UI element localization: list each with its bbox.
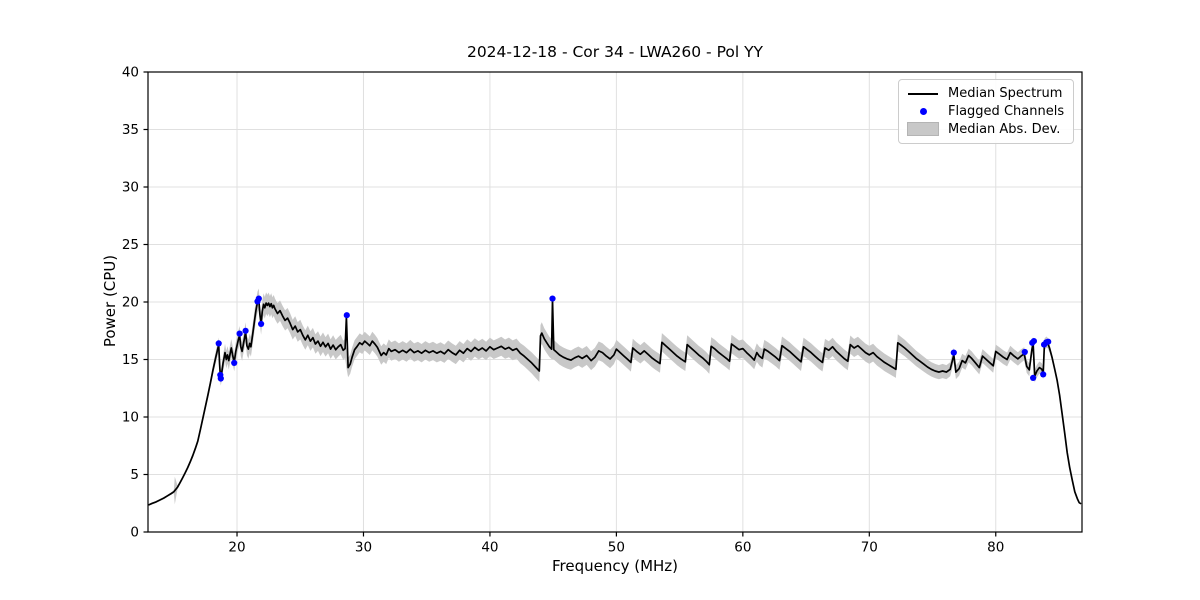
y-tick-label: 5: [130, 467, 139, 483]
y-tick-label: 20: [122, 295, 139, 311]
y-tick-label: 0: [130, 525, 139, 541]
x-axis-label: Frequency (MHz): [551, 557, 679, 575]
flagged-channels-swatch-box: [907, 108, 939, 115]
y-tick-label: 15: [122, 352, 139, 368]
y-axis-label: Power (CPU): [101, 254, 119, 348]
legend-label-median-abs-dev: Median Abs. Dev.: [948, 121, 1061, 137]
x-tick-label: 20: [228, 540, 245, 556]
y-tick-label: 25: [122, 237, 139, 253]
plot-title: 2024-12-18 - Cor 34 - LWA260 - Pol YY: [466, 43, 764, 61]
x-tick-label: 80: [987, 540, 1004, 556]
median-abs-dev-swatch-box: [907, 122, 939, 137]
flagged-channel-dot: [242, 327, 249, 334]
flagged-channel-dot: [236, 330, 243, 337]
x-tick-label: 50: [608, 540, 625, 556]
flagged-channel-dot: [343, 312, 350, 319]
median-spectrum-line: [148, 298, 1082, 506]
flagged-channel-dot: [255, 295, 262, 302]
flagged-channel-dot: [1021, 348, 1028, 356]
legend-label-flagged-channels: Flagged Channels: [948, 104, 1065, 119]
median-abs-dev-band-swatch: [907, 122, 939, 137]
legend-item-flagged-channels: Flagged Channels: [907, 103, 1064, 121]
flagged-channel-dot: [1030, 374, 1037, 381]
y-tick-label: 35: [122, 122, 139, 138]
flagged-channel-dot: [549, 295, 556, 302]
flagged-channel-dot: [950, 349, 957, 356]
flagged-channel-dot: [1040, 371, 1047, 378]
x-tick-label: 40: [481, 540, 498, 556]
median-spectrum-swatch-box: [907, 92, 939, 95]
legend-item-median-spectrum: Median Spectrum: [907, 85, 1064, 103]
median-spectrum-line-swatch: [908, 92, 938, 95]
flagged-channel-dot: [258, 320, 265, 327]
legend-label-median-spectrum: Median Spectrum: [948, 86, 1063, 102]
flagged-channel-dot: [231, 359, 238, 366]
y-tick-label: 40: [122, 65, 139, 81]
flagged-channels-dot-swatch: [919, 108, 927, 115]
y-tick-label: 30: [122, 180, 139, 196]
flagged-channel-dot: [215, 340, 222, 347]
x-tick-label: 70: [861, 540, 878, 556]
flagged-channel-dot: [1030, 338, 1037, 345]
y-tick-label: 10: [122, 410, 139, 426]
x-tick-label: 30: [355, 540, 372, 556]
x-tick-label: 60: [734, 540, 751, 556]
flagged-channel-dot: [217, 375, 224, 382]
flagged-channel-dot: [1045, 338, 1052, 345]
legend: Median Spectrum Flagged Channels Median …: [898, 79, 1075, 144]
legend-item-median-abs-dev: Median Abs. Dev.: [907, 120, 1064, 138]
